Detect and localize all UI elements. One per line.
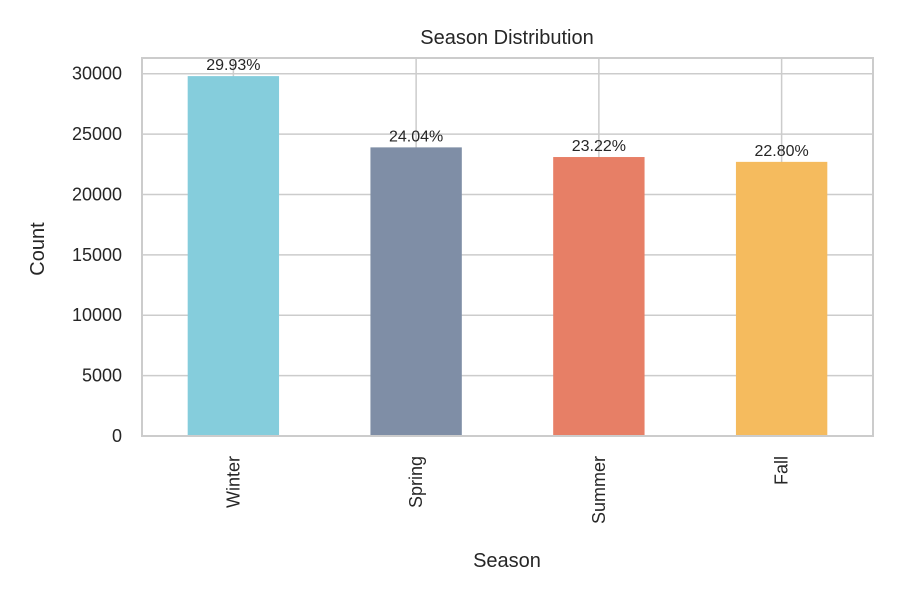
- bar-winter: [187, 76, 280, 436]
- y-tick-label: 0: [112, 426, 122, 446]
- x-tick-label-winter: Winter: [223, 456, 243, 508]
- bar-spring: [370, 147, 462, 436]
- y-tick-label: 10000: [72, 305, 122, 325]
- data-label-spring: 24.04%: [389, 128, 443, 145]
- y-tick-label: 30000: [72, 64, 122, 84]
- chart-title: Season Distribution: [420, 27, 593, 49]
- plot-frame: [141, 57, 874, 437]
- data-label-fall: 22.80%: [754, 143, 808, 160]
- y-tick-label: 25000: [72, 124, 122, 144]
- x-tick-label-spring: Spring: [406, 456, 426, 508]
- y-axis-label: Count: [27, 222, 49, 276]
- x-axis-label: Season: [473, 550, 541, 572]
- x-tick-label-fall: Fall: [772, 456, 792, 485]
- x-axis-ticks: Winter Spring Summer Fall: [223, 456, 791, 524]
- y-tick-label: 5000: [82, 366, 122, 386]
- y-tick-label: 15000: [72, 245, 122, 265]
- data-label-winter: 29.93%: [206, 57, 260, 74]
- data-label-summer: 23.22%: [572, 138, 626, 155]
- y-axis-ticks: 0 5000 10000 15000 20000 25000 30000: [72, 64, 122, 446]
- x-tick-label-summer: Summer: [589, 456, 609, 524]
- bars: [187, 76, 828, 436]
- bar-fall: [735, 161, 828, 436]
- y-tick-label: 20000: [72, 184, 122, 204]
- bar-summer: [553, 157, 645, 436]
- data-labels: 29.93% 24.04% 23.22% 22.80%: [206, 57, 809, 160]
